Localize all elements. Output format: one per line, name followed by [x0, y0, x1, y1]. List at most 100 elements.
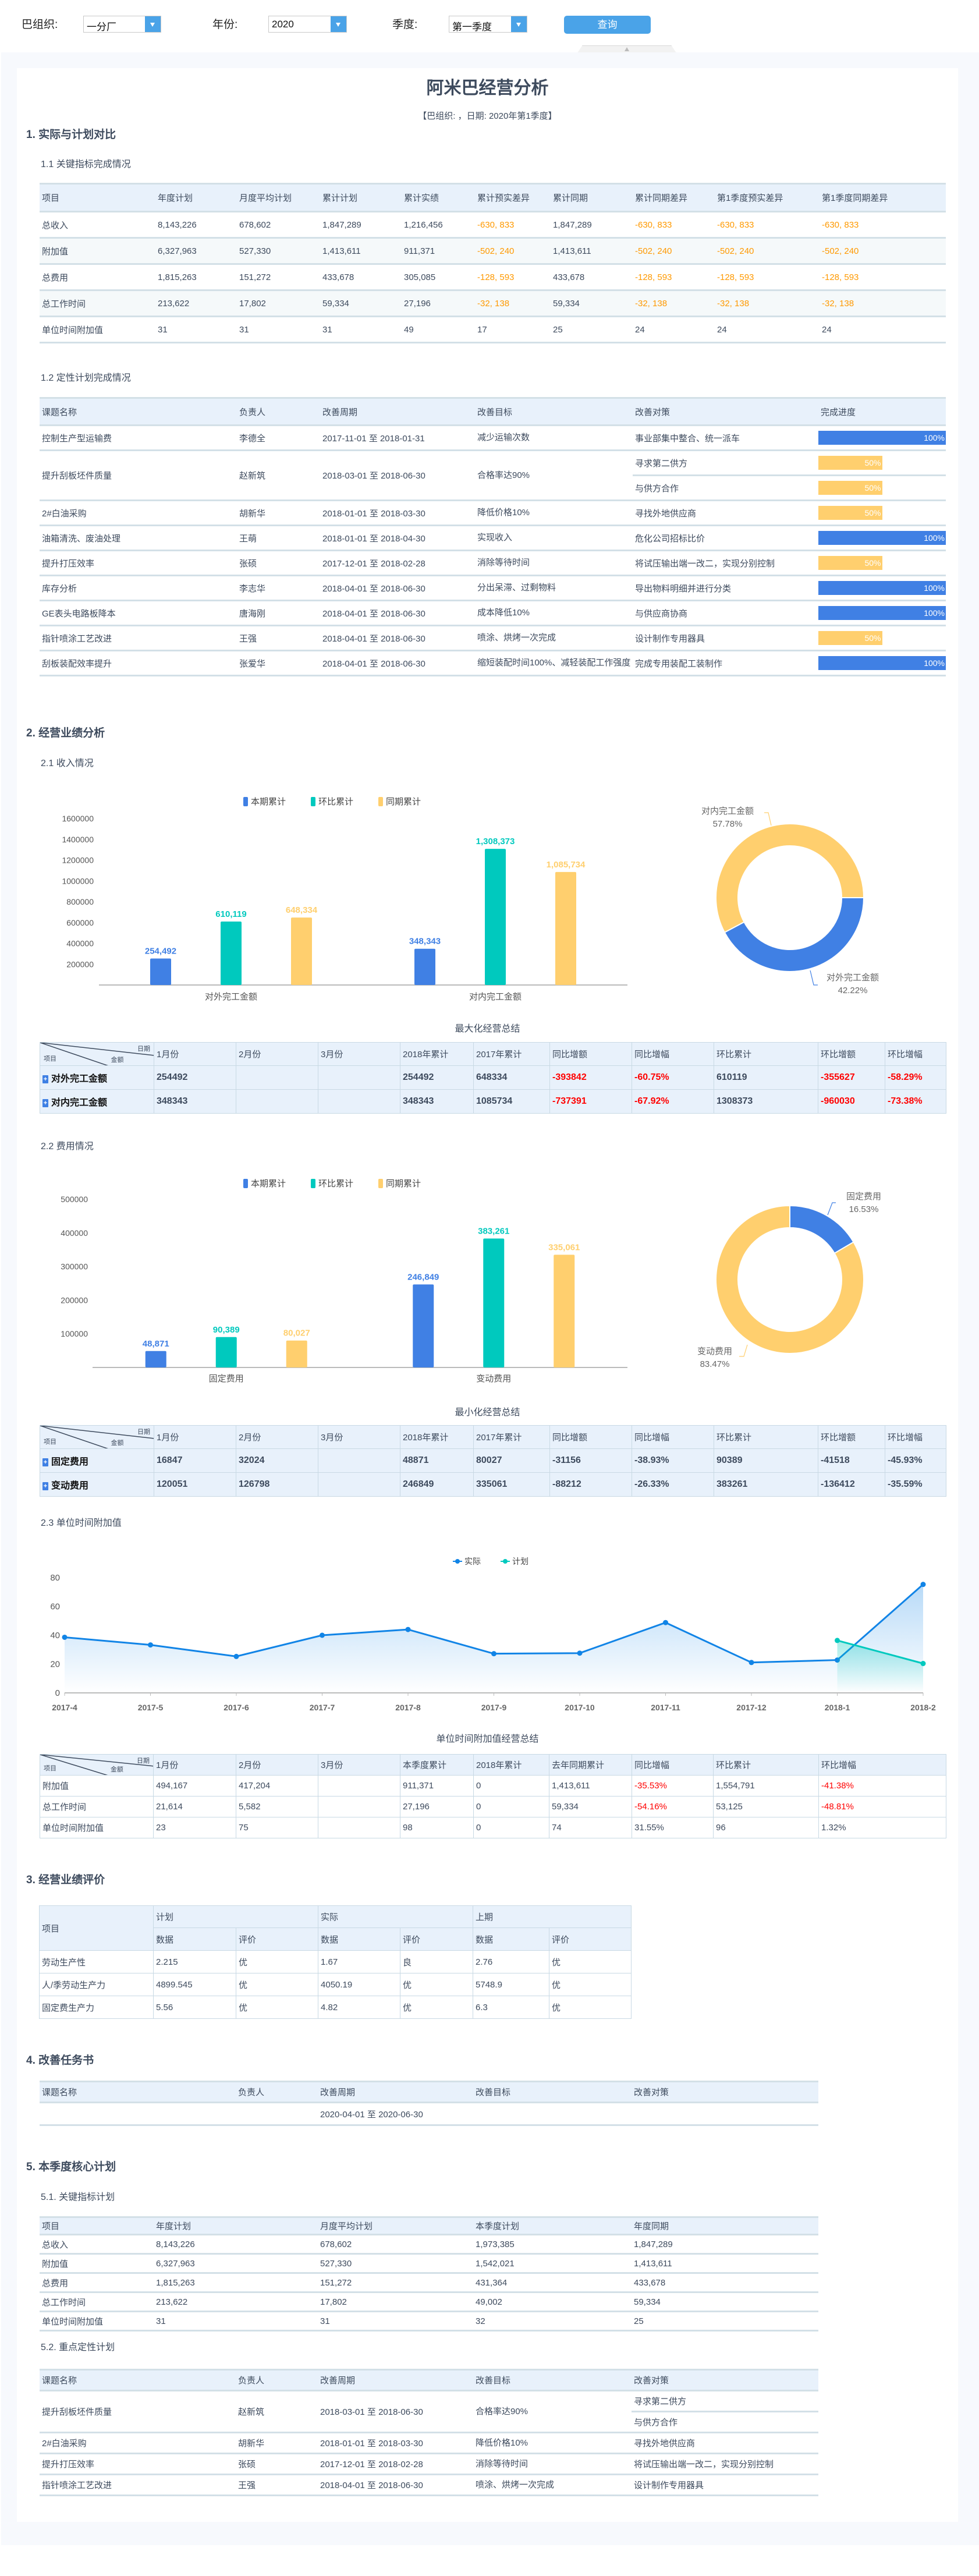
x-tick-label: 2017-7: [310, 1703, 335, 1712]
corner-header: 日期 金额 项目: [40, 1425, 154, 1449]
plan-measure: 导出物料明细并进行分类: [633, 575, 818, 601]
cell-value: -128, 593: [633, 264, 715, 291]
cell-value: 2020-04-01 至 2020-06-30: [318, 2102, 473, 2126]
column-header: 年度计划: [154, 2216, 318, 2235]
bar[interactable]: [555, 871, 576, 985]
plan-name: 指针喷涂工艺改进: [40, 2474, 236, 2496]
legend-label: 同期累计: [386, 797, 421, 807]
data-point[interactable]: [62, 1634, 68, 1640]
bar[interactable]: [221, 921, 242, 985]
data-point[interactable]: [233, 1653, 239, 1659]
data-point[interactable]: [920, 1582, 926, 1588]
column-header: 环比增幅: [818, 1754, 946, 1776]
bar[interactable]: [554, 1255, 575, 1367]
cell-value: 优: [235, 1973, 319, 1996]
plan-owner: 唐海刚: [237, 600, 320, 626]
bar-value-label: 1,085,734: [547, 860, 586, 870]
row-label[interactable]: + 对外完工金额: [40, 1065, 154, 1090]
data-point[interactable]: [663, 1620, 668, 1625]
cell-value: 348343: [400, 1089, 474, 1114]
column-header: 2018年累计: [400, 1425, 474, 1449]
data-point[interactable]: [749, 1660, 754, 1666]
expand-plus-icon[interactable]: +: [42, 1482, 48, 1490]
data-point[interactable]: [577, 1650, 583, 1656]
bar[interactable]: [215, 1337, 237, 1367]
cell-value: 678,602: [318, 2234, 473, 2255]
data-point[interactable]: [920, 1661, 926, 1667]
row-label[interactable]: + 固定费用: [40, 1448, 154, 1473]
bar[interactable]: [485, 849, 506, 985]
column-header: 2月份: [236, 1425, 318, 1449]
plan-target: 合格率达90%: [475, 450, 633, 501]
column-header: 改善目标: [473, 2369, 632, 2391]
query-button[interactable]: 查询: [564, 16, 651, 34]
cell-value: -630, 833: [633, 211, 715, 239]
org-select[interactable]: 一分厂: [83, 16, 161, 33]
unit-title: 2.3 单位时间附加值: [41, 1518, 122, 1528]
progress-bar: 100%: [818, 531, 946, 545]
row-label[interactable]: + 对内完工金额: [40, 1089, 154, 1114]
data-point[interactable]: [835, 1638, 840, 1643]
triangle-down-icon[interactable]: [511, 16, 527, 32]
header-row: 课题名称 负责人 改善周期 改善目标 改善对策: [40, 2081, 818, 2103]
column-header: 累计同期: [551, 183, 633, 212]
row-label[interactable]: + 变动费用: [40, 1472, 154, 1497]
cell-value: -128, 593: [475, 264, 551, 291]
bar-value-label: 648,334: [286, 905, 318, 915]
cell-value: 1,815,263: [154, 2273, 318, 2293]
column-header: 改善对策: [632, 2081, 818, 2103]
header-row: 项目 年度计划 月度平均计划 本季度计划 年度同期: [40, 2216, 818, 2235]
cell-value: -502, 240: [820, 238, 946, 265]
header-row: 项目 年度计划 月度平均计划 累计计划 累计实绩 累计预实差异 累计同期 累计同期差异 第1季度…: [40, 183, 946, 212]
cell-value: 25: [632, 2311, 818, 2331]
bar[interactable]: [291, 917, 312, 985]
pie-slice[interactable]: [715, 1204, 864, 1354]
triangle-up-icon: [625, 47, 629, 51]
cell-value: 17,802: [237, 290, 320, 317]
pie-slice[interactable]: [715, 823, 865, 933]
column-header: 环比累计: [713, 1754, 819, 1776]
plan-target: 减少运输次数: [475, 425, 633, 451]
expand-plus-icon[interactable]: +: [42, 1075, 48, 1083]
bar[interactable]: [483, 1238, 505, 1367]
data-point[interactable]: [405, 1627, 411, 1632]
plan-target: 降低价格10%: [473, 2432, 632, 2454]
data-point[interactable]: [320, 1632, 325, 1638]
column-header: 第1季度同期差异: [820, 183, 946, 212]
bar[interactable]: [414, 948, 435, 985]
bar[interactable]: [286, 1340, 307, 1367]
y-tick-label: 1200000: [62, 856, 94, 865]
season-select[interactable]: 第一季度: [449, 16, 527, 33]
column-header: 2018年累计: [473, 1754, 549, 1776]
expand-plus-icon[interactable]: +: [42, 1458, 48, 1466]
expand-plus-icon[interactable]: +: [42, 1099, 48, 1107]
bar[interactable]: [413, 1284, 434, 1367]
pie-slice[interactable]: [789, 1204, 854, 1255]
legend-swatch: [378, 1179, 383, 1188]
cell-value: 1,973,385: [473, 2234, 632, 2255]
cell-value: [473, 2102, 632, 2126]
triangle-down-icon[interactable]: [145, 16, 161, 32]
cell-value: 1,815,263: [155, 264, 237, 291]
bar[interactable]: [145, 1351, 166, 1367]
year-select[interactable]: 2020: [268, 16, 347, 33]
summary-row: 单位时间附加值 23 75 98 0 74 31.55% 96 1.32%: [40, 1817, 946, 1838]
triangle-down-icon[interactable]: [331, 16, 346, 32]
y-tick-label: 800000: [66, 897, 94, 906]
cell-value: 1,413,611: [549, 1775, 632, 1797]
bar[interactable]: [150, 958, 171, 985]
summary-row: 总工作时间 21,614 5,582 27,196 0 59,334 -54.16% 53,1…: [40, 1796, 946, 1817]
legend-swatch: [311, 797, 315, 806]
data-point[interactable]: [148, 1642, 153, 1648]
plan-row: 与供方合作 50%: [40, 475, 946, 501]
income-chart: 本期累计 环比累计 同期累计 200000 400000 600000 800000 1000…: [62, 797, 879, 1002]
data-point[interactable]: [491, 1651, 496, 1657]
plan-period: 2018-01-01 至 2018-03-30: [320, 500, 475, 526]
pie-slice[interactable]: [723, 897, 865, 972]
row-label: 总工作时间: [40, 1796, 154, 1817]
income-title: 2.1 收入情况: [41, 759, 94, 768]
cell-value: 610119: [714, 1065, 818, 1090]
cell-value: 527,330: [318, 2253, 473, 2274]
cell-value: 31.55%: [632, 1817, 714, 1838]
plan-owner: 张爱华: [237, 650, 320, 676]
